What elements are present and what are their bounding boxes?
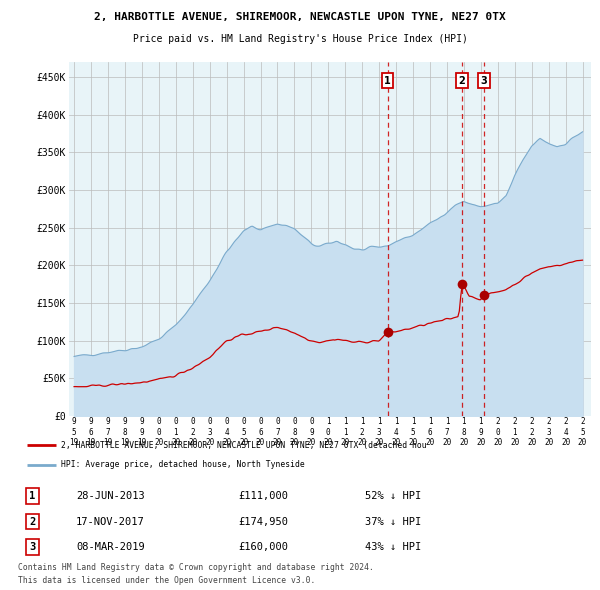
Text: 2: 2: [29, 516, 35, 526]
Text: £160,000: £160,000: [238, 542, 288, 552]
Text: Contains HM Land Registry data © Crown copyright and database right 2024.: Contains HM Land Registry data © Crown c…: [18, 563, 374, 572]
Text: 43% ↓ HPI: 43% ↓ HPI: [365, 542, 422, 552]
Text: 1: 1: [29, 491, 35, 501]
Text: 17-NOV-2017: 17-NOV-2017: [76, 516, 145, 526]
Text: Price paid vs. HM Land Registry's House Price Index (HPI): Price paid vs. HM Land Registry's House …: [133, 34, 467, 44]
Text: 08-MAR-2019: 08-MAR-2019: [76, 542, 145, 552]
Text: 3: 3: [29, 542, 35, 552]
Text: 3: 3: [481, 76, 487, 86]
Text: HPI: Average price, detached house, North Tyneside: HPI: Average price, detached house, Nort…: [61, 460, 305, 469]
Text: 2, HARBOTTLE AVENUE, SHIREMOOR, NEWCASTLE UPON TYNE, NE27 0TX (detached hou: 2, HARBOTTLE AVENUE, SHIREMOOR, NEWCASTL…: [61, 441, 427, 450]
Text: 2: 2: [458, 76, 465, 86]
Text: 2, HARBOTTLE AVENUE, SHIREMOOR, NEWCASTLE UPON TYNE, NE27 0TX: 2, HARBOTTLE AVENUE, SHIREMOOR, NEWCASTL…: [94, 12, 506, 22]
Text: 37% ↓ HPI: 37% ↓ HPI: [365, 516, 422, 526]
Text: 28-JUN-2013: 28-JUN-2013: [76, 491, 145, 501]
Text: £111,000: £111,000: [238, 491, 288, 501]
Text: 1: 1: [384, 76, 391, 86]
Text: This data is licensed under the Open Government Licence v3.0.: This data is licensed under the Open Gov…: [18, 576, 316, 585]
Text: 52% ↓ HPI: 52% ↓ HPI: [365, 491, 422, 501]
Text: £174,950: £174,950: [238, 516, 288, 526]
